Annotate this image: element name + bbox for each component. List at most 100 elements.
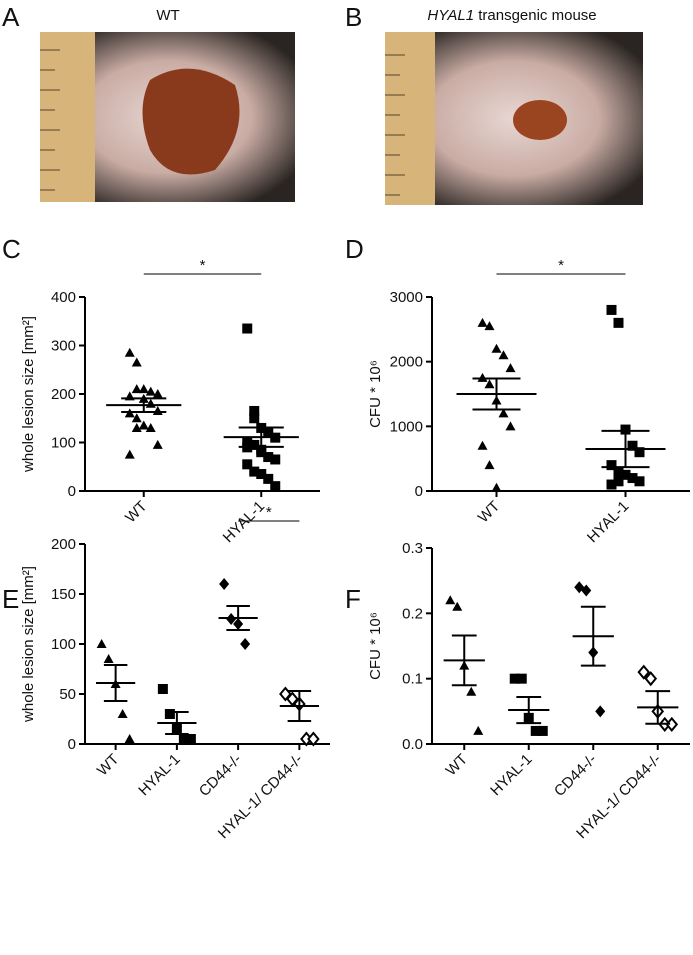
data-point [606,479,617,490]
data-point [452,601,463,611]
significance-label: * [200,257,206,274]
y-tick-label: 0 [68,483,76,500]
data-point [249,439,260,450]
data-point [484,321,495,331]
data-point [581,584,592,597]
data-point [484,379,495,389]
data-point [270,481,281,492]
data-point [606,304,617,315]
y-tick-label: 0.0 [402,736,423,753]
data-point [613,476,624,487]
y-tick-label: 0.1 [402,671,423,688]
panel-letter: F [345,584,361,614]
data-point [131,413,142,423]
data-point [263,452,274,463]
x-tick-label: HYAL-1 [487,751,535,799]
x-tick-label: HYAL-1 [584,498,632,546]
data-point [145,422,156,432]
data-point [131,384,142,394]
y-tick-label: 100 [51,435,76,452]
photo-b: B HYAL1 transgenic mouse [345,2,643,205]
y-axis-label: whole lesion size [mm²] [20,566,37,723]
data-point [627,440,638,451]
data-point [620,469,631,480]
x-tick-label: HYAL-1 [220,498,268,546]
data-point [505,421,516,431]
x-tick-label: WT [443,751,472,780]
data-point [124,734,135,743]
data-point [606,460,617,471]
photo-caption: WT [156,7,179,24]
data-point [256,469,267,480]
data-point [152,439,163,449]
data-point [240,638,251,650]
data-point [249,405,260,416]
data-point [637,664,651,680]
y-tick-label: 0 [415,483,423,500]
y-tick-label: 0.2 [402,605,423,622]
data-point [131,357,142,367]
data-point [498,350,509,360]
x-tick-label: WT [94,751,123,780]
data-point [665,716,679,732]
data-point [249,466,260,477]
y-tick-label: 3000 [390,289,423,306]
data-point [157,684,168,694]
data-point [509,673,520,684]
x-tick-label: HYAL-1 [135,751,183,799]
panel-letter: E [2,584,19,614]
data-point [117,709,128,718]
y-tick-label: 300 [51,338,76,355]
data-point [530,725,541,736]
photo-caption: HYAL1 transgenic mouse [427,7,596,24]
data-point [263,473,274,484]
y-tick-label: 150 [51,586,76,603]
x-tick-label: WT [122,498,151,527]
data-point [491,343,502,353]
y-tick-label: 0.3 [402,540,423,557]
data-point [185,734,196,744]
panel-letter: D [345,234,364,264]
caption-italic: HYAL1 [427,7,474,24]
data-point [138,420,149,430]
data-point [484,460,495,470]
data-point [595,705,606,718]
data-point [445,595,456,605]
y-tick-label: 400 [51,289,76,306]
data-point [307,731,320,747]
data-point [219,578,230,590]
significance-label: * [266,504,272,521]
y-tick-label: 200 [51,386,76,403]
x-tick-label: CD44-/- [196,751,245,800]
data-point [516,673,527,684]
y-axis-label: whole lesion size [mm²] [20,316,37,473]
data-point [613,317,624,328]
data-point [620,424,631,435]
data-point [634,447,645,458]
y-tick-label: 50 [59,686,76,703]
significance-label: * [558,257,564,274]
y-tick-label: 0 [68,736,76,753]
data-point [96,639,107,648]
y-tick-label: 2000 [390,354,423,371]
y-tick-label: 1000 [390,418,423,435]
data-point [613,466,624,477]
data-point [537,725,548,736]
data-point [145,386,156,396]
data-point [263,427,274,438]
data-point [634,476,645,487]
y-axis-label: CFU * 10⁶ [367,360,384,428]
data-point [124,347,135,357]
data-point [477,440,488,450]
data-point [491,482,502,492]
panel-letter: A [2,2,20,32]
data-point [145,398,156,408]
data-point [131,422,142,432]
data-point [505,363,516,373]
data-point [124,449,135,459]
data-point [138,384,149,394]
data-point [627,473,638,484]
data-point [473,725,484,735]
data-point [466,686,477,696]
